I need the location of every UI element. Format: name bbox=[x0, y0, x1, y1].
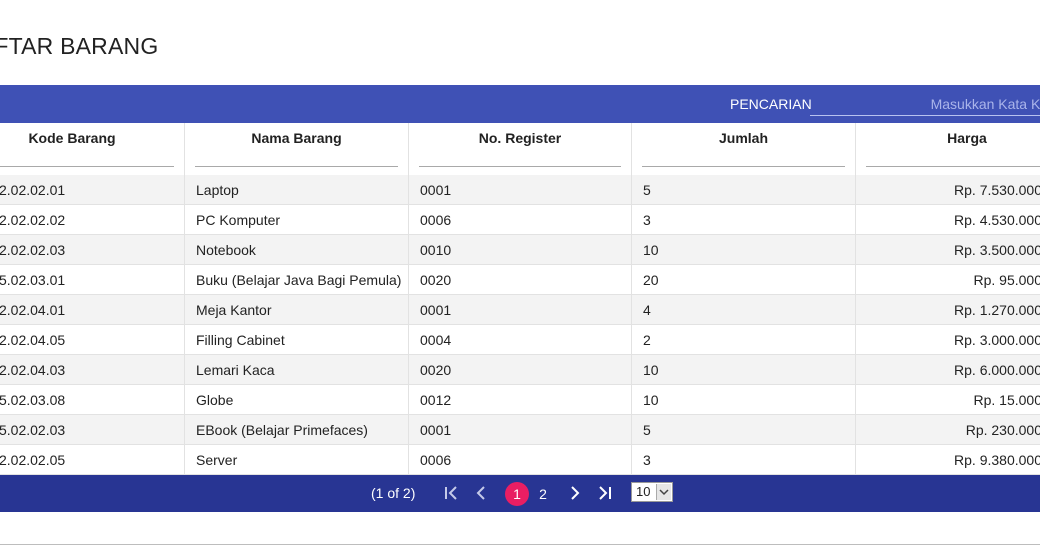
page-1-button[interactable]: 1 bbox=[505, 482, 529, 506]
cell-no-register: 0012 bbox=[409, 385, 632, 415]
cell-harga: Rp. 230.000 bbox=[965, 422, 1040, 438]
cell-jumlah: 2 bbox=[632, 325, 856, 355]
column-filter-no-register[interactable] bbox=[419, 166, 621, 167]
cell-kode-barang: 5.02.02.03 bbox=[0, 415, 185, 445]
table-row[interactable]: 5.02.03.08 Globe 0012 10 Rp. 15.000 bbox=[0, 385, 1040, 415]
cell-jumlah: 10 bbox=[632, 355, 856, 385]
cell-nama-barang: Filling Cabinet bbox=[185, 325, 409, 355]
table-row[interactable]: 2.02.04.01 Meja Kantor 0001 4 Rp. 1.270.000 bbox=[0, 295, 1040, 325]
cell-nama-barang: EBook (Belajar Primefaces) bbox=[185, 415, 409, 445]
cell-harga: Rp. 3.500.000 bbox=[954, 242, 1040, 258]
cell-jumlah: 3 bbox=[632, 445, 856, 475]
search-input[interactable] bbox=[810, 93, 1040, 116]
column-header-kode-barang[interactable]: Kode Barang bbox=[0, 123, 185, 175]
cell-harga: Rp. 7.530.000 bbox=[954, 182, 1040, 198]
rows-per-page-value: 10 bbox=[636, 484, 651, 499]
column-header-label: Kode Barang bbox=[28, 130, 116, 146]
cell-harga: Rp. 9.380.000 bbox=[954, 452, 1040, 468]
cell-harga: Rp. 3.000.000 bbox=[954, 332, 1040, 348]
first-page-icon[interactable] bbox=[439, 481, 463, 505]
cell-nama-barang: Lemari Kaca bbox=[185, 355, 409, 385]
cell-harga: Rp. 4.530.000 bbox=[954, 212, 1040, 228]
column-filter-nama-barang[interactable] bbox=[195, 166, 398, 167]
cell-kode-barang: 2.02.02.02 bbox=[0, 205, 185, 235]
cell-kode-barang: 2.02.02.01 bbox=[0, 175, 185, 205]
cell-jumlah: 10 bbox=[632, 235, 856, 265]
cell-nama-barang: Notebook bbox=[185, 235, 409, 265]
column-filter-harga[interactable] bbox=[866, 166, 1040, 167]
prev-page-icon[interactable] bbox=[469, 481, 493, 505]
column-header-no-register[interactable]: No. Register bbox=[409, 123, 632, 175]
data-table: Kode Barang Nama Barang No. Register Jum… bbox=[0, 123, 1040, 475]
chevron-down-icon bbox=[656, 484, 671, 500]
table-row[interactable]: 5.02.03.01 Buku (Belajar Java Bagi Pemula… bbox=[0, 265, 1040, 295]
column-filter-jumlah[interactable] bbox=[642, 166, 845, 167]
cell-no-register: 0001 bbox=[409, 295, 632, 325]
cell-jumlah: 5 bbox=[632, 175, 856, 205]
cell-jumlah: 20 bbox=[632, 265, 856, 295]
rows-per-page-select[interactable]: 10 bbox=[631, 482, 673, 502]
table-row[interactable]: 2.02.02.02 PC Komputer 0006 3 Rp. 4.530.000 bbox=[0, 205, 1040, 235]
page-title: DAFTAR BARANG bbox=[0, 33, 159, 59]
cell-jumlah: 5 bbox=[632, 415, 856, 445]
cell-harga: Rp. 15.000 bbox=[973, 392, 1040, 408]
column-header-label: Nama Barang bbox=[251, 130, 342, 146]
cell-nama-barang: Globe bbox=[185, 385, 409, 415]
cell-no-register: 0001 bbox=[409, 175, 632, 205]
table-row[interactable]: 2.02.02.05 Server 0006 3 Rp. 9.380.000 bbox=[0, 445, 1040, 475]
table-toolbar: PENCARIAN bbox=[0, 85, 1040, 123]
cell-nama-barang: Laptop bbox=[185, 175, 409, 205]
cell-nama-barang: PC Komputer bbox=[185, 205, 409, 235]
cell-jumlah: 10 bbox=[632, 385, 856, 415]
cell-harga: Rp. 1.270.000 bbox=[954, 302, 1040, 318]
cell-harga: Rp. 95.000 bbox=[973, 272, 1040, 288]
page-2-button[interactable]: 2 bbox=[539, 486, 547, 502]
paginator: (1 of 2) 1 2 10 bbox=[0, 475, 1040, 512]
cell-kode-barang: 2.02.02.03 bbox=[0, 235, 185, 265]
cell-no-register: 0001 bbox=[409, 415, 632, 445]
cell-kode-barang: 5.02.03.08 bbox=[0, 385, 185, 415]
cell-kode-barang: 2.02.04.05 bbox=[0, 325, 185, 355]
column-header-label: Jumlah bbox=[718, 130, 768, 146]
column-header-harga[interactable]: Harga bbox=[856, 123, 1040, 175]
cell-nama-barang: Server bbox=[185, 445, 409, 475]
column-header-nama-barang[interactable]: Nama Barang bbox=[185, 123, 409, 175]
cell-no-register: 0020 bbox=[409, 355, 632, 385]
cell-jumlah: 4 bbox=[632, 295, 856, 325]
footer-divider bbox=[0, 544, 1040, 545]
table-row[interactable]: 2.02.04.03 Lemari Kaca 0020 10 Rp. 6.000.000 bbox=[0, 355, 1040, 385]
column-filter-kode-barang[interactable] bbox=[0, 166, 174, 167]
search-label: PENCARIAN bbox=[730, 96, 812, 112]
column-header-label: No. Register bbox=[478, 130, 562, 146]
cell-nama-barang: Buku (Belajar Java Bagi Pemula) bbox=[185, 265, 409, 295]
column-header-label: Harga bbox=[947, 130, 987, 146]
cell-no-register: 0006 bbox=[409, 445, 632, 475]
cell-jumlah: 3 bbox=[632, 205, 856, 235]
table-row[interactable]: 2.02.02.01 Laptop 0001 5 Rp. 7.530.000 bbox=[0, 175, 1040, 205]
cell-no-register: 0004 bbox=[409, 325, 632, 355]
table-row[interactable]: 2.02.04.05 Filling Cabinet 0004 2 Rp. 3.000.… bbox=[0, 325, 1040, 355]
cell-kode-barang: 2.02.04.01 bbox=[0, 295, 185, 325]
last-page-icon[interactable] bbox=[593, 481, 617, 505]
table-row[interactable]: 2.02.02.03 Notebook 0010 10 Rp. 3.500.000 bbox=[0, 235, 1040, 265]
cell-no-register: 0006 bbox=[409, 205, 632, 235]
cell-kode-barang: 2.02.02.05 bbox=[0, 445, 185, 475]
next-page-icon[interactable] bbox=[563, 481, 587, 505]
cell-harga: Rp. 6.000.000 bbox=[954, 362, 1040, 378]
cell-no-register: 0020 bbox=[409, 265, 632, 295]
cell-nama-barang: Meja Kantor bbox=[185, 295, 409, 325]
column-header-jumlah[interactable]: Jumlah bbox=[632, 123, 856, 175]
table-row[interactable]: 5.02.02.03 EBook (Belajar Primefaces) 0001… bbox=[0, 415, 1040, 445]
page-info: (1 of 2) bbox=[371, 485, 416, 501]
cell-kode-barang: 2.02.04.03 bbox=[0, 355, 185, 385]
cell-no-register: 0010 bbox=[409, 235, 632, 265]
cell-kode-barang: 5.02.03.01 bbox=[0, 265, 185, 295]
